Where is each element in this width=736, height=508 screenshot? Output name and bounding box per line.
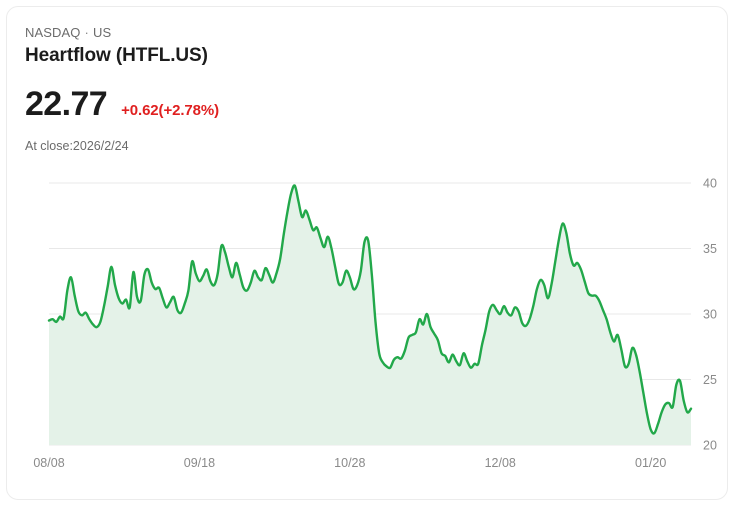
region-label: US (92, 25, 112, 40)
page-title: Heartflow (HTFL.US) (25, 45, 208, 66)
price-area-fill (49, 185, 691, 445)
price-change: +0.62(+2.78%) (121, 102, 220, 119)
close-timestamp: At close:2026/2/24 (25, 139, 129, 153)
y-axis-labels: 20 25 30 35 40 (703, 177, 717, 453)
exchange-row: NASDAQ · US (25, 25, 727, 41)
y-axis-tick-label: 35 (703, 242, 717, 256)
price-line (47, 184, 693, 435)
price-chart[interactable]: 20 25 30 35 40 08/08 09/18 10/28 12/08 01/20 (7, 167, 728, 477)
price-chart-svg[interactable]: 20 25 30 35 40 08/08 09/18 10/28 12/08 01/20 (7, 167, 728, 477)
quote-header: NASDAQ · US Heartflow (HTFL.US) 22.77 +0.6… (7, 7, 727, 154)
y-axis-tick-label: 30 (703, 308, 717, 322)
price-row: 22.77 +0.62(+2.78%) (25, 86, 727, 122)
y-axis-tick-label: 40 (703, 177, 717, 191)
x-axis-tick-label: 01/20 (635, 456, 666, 470)
stock-quote-card: NASDAQ · US Heartflow (HTFL.US) 22.77 +0.6… (6, 6, 728, 500)
x-axis-tick-label: 12/08 (485, 456, 516, 470)
x-axis-tick-label: 08/08 (33, 456, 64, 470)
y-axis-tick-label: 25 (703, 373, 717, 387)
exchange-separator: · (84, 25, 89, 40)
x-axis-labels: 08/08 09/18 10/28 12/08 01/20 (33, 456, 666, 470)
x-axis-tick-label: 09/18 (184, 456, 215, 470)
y-axis-tick-label: 20 (703, 439, 717, 453)
exchange-name: NASDAQ (25, 25, 81, 40)
current-price: 22.77 (25, 85, 108, 123)
x-axis-tick-label: 10/28 (334, 456, 365, 470)
